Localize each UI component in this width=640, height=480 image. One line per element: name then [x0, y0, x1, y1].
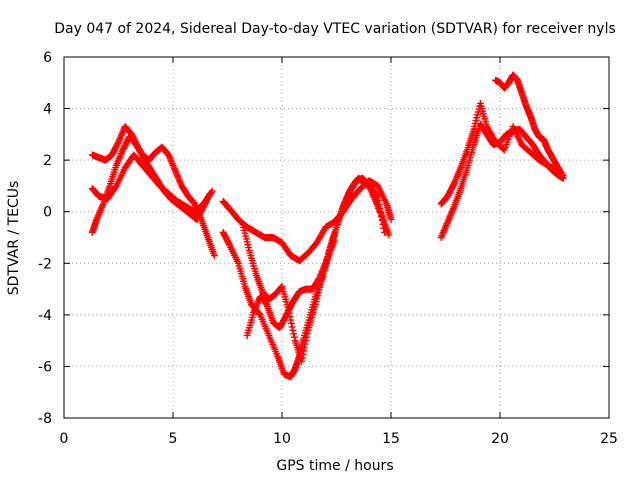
series-track-F [243, 174, 388, 339]
data-point [298, 354, 306, 362]
data-point [376, 204, 384, 212]
data-point [375, 196, 383, 204]
x-tick-label: 0 [60, 431, 69, 447]
y-tick-label: 2 [43, 153, 52, 169]
data-point [286, 313, 294, 321]
data-point [373, 191, 381, 199]
y-tick-labels: -8 -6 -4 -2 0 2 4 6 [38, 50, 52, 427]
y-tick-label: -2 [38, 256, 52, 272]
series-track-C [88, 123, 214, 223]
y-tick-label: -6 [38, 359, 52, 375]
x-tick-label: 25 [600, 431, 618, 447]
data-point [557, 169, 565, 177]
y-tick-label: 0 [43, 205, 52, 221]
y-tick-label: 6 [43, 50, 52, 66]
y-tick-label: -8 [38, 411, 52, 427]
data-point [375, 200, 383, 208]
data-point [374, 192, 382, 200]
x-tick-labels: 0 5 10 15 20 25 [60, 431, 618, 447]
series-track-E [219, 174, 393, 381]
plot-frame [63, 56, 610, 419]
data-point [114, 140, 122, 148]
x-tick-label: 15 [382, 431, 400, 447]
data-point [449, 181, 457, 189]
data-point [378, 216, 386, 224]
series-track-G [239, 221, 338, 365]
data-point [301, 344, 309, 352]
data-point [288, 323, 296, 331]
data-point [378, 212, 386, 220]
data-point [289, 326, 297, 334]
data-points [88, 71, 567, 381]
data-point [385, 231, 393, 239]
data-point [380, 224, 388, 232]
data-point [290, 333, 298, 341]
data-point [303, 330, 311, 338]
data-point [302, 337, 310, 345]
data-point [377, 208, 385, 216]
y-tick-label: -4 [38, 308, 52, 324]
data-point [299, 350, 307, 358]
data-point [303, 333, 311, 341]
y-axis-label: SDTVAR / TECUs [6, 181, 22, 296]
data-point [210, 252, 218, 260]
data-point [205, 191, 213, 199]
data-point [301, 340, 309, 348]
data-point [285, 309, 293, 317]
data-point [285, 306, 293, 314]
data-point [298, 357, 306, 365]
data-point [380, 228, 388, 236]
axis-ticks [63, 56, 610, 419]
series-track-D [219, 177, 395, 265]
grid-lines [64, 57, 609, 418]
x-tick-label: 10 [273, 431, 291, 447]
data-point [300, 347, 308, 355]
series-track-J [492, 71, 565, 177]
data-point [290, 330, 298, 338]
data-point [206, 190, 214, 198]
y-tick-label: 4 [43, 102, 52, 118]
data-point [387, 215, 395, 223]
data-point [287, 316, 295, 324]
data-point [330, 236, 338, 244]
data-point [287, 319, 295, 327]
x-tick-label: 5 [169, 431, 178, 447]
chart-title: Day 047 of 2024, Sidereal Day-to-day VTE… [54, 21, 616, 37]
data-point [379, 220, 387, 228]
x-tick-label: 20 [491, 431, 509, 447]
x-axis-label: GPS time / hours [276, 458, 393, 474]
